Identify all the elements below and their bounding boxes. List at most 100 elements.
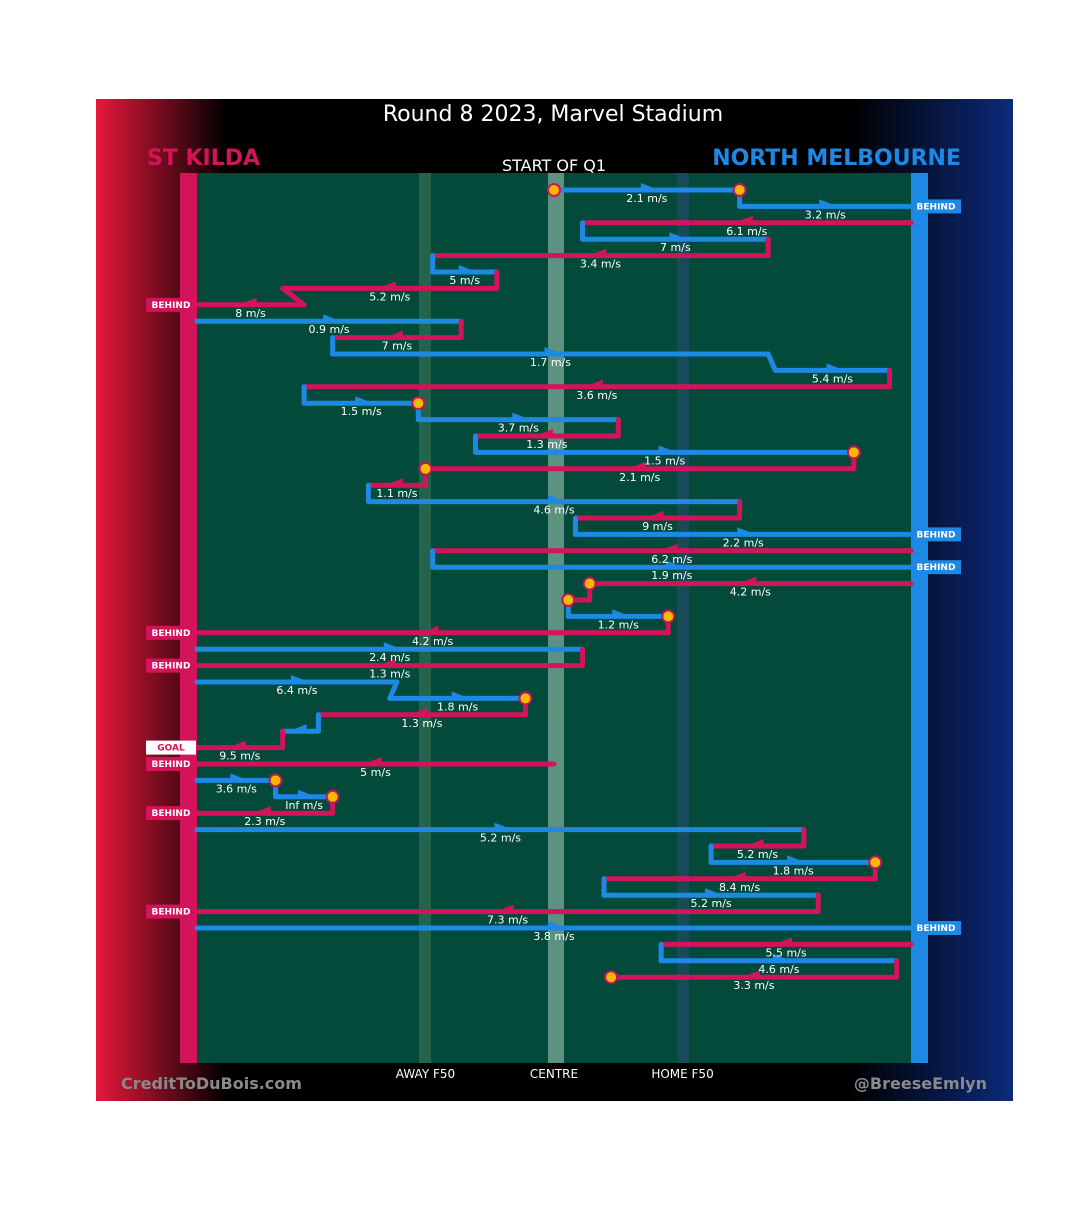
turnover-marker xyxy=(868,855,883,870)
home-f50-line xyxy=(677,173,689,1063)
direction-arrow xyxy=(658,445,677,453)
speed-label: 9.5 m/s xyxy=(219,750,260,763)
behind-badge xyxy=(146,625,196,640)
speed-label: 2.2 m/s xyxy=(723,536,764,549)
behind-badge xyxy=(911,199,961,214)
speed-label: 5.2 m/s xyxy=(737,848,778,861)
behind-badge xyxy=(146,904,196,919)
speed-label: 4.2 m/s xyxy=(412,635,453,648)
speed-label: 4.6 m/s xyxy=(533,504,574,517)
direction-arrow xyxy=(495,904,514,912)
speed-label: 7.3 m/s xyxy=(487,914,528,927)
turnover-marker xyxy=(561,593,576,607)
badge-label: BEHIND xyxy=(152,662,191,672)
direction-arrow xyxy=(787,855,806,863)
direction-arrow xyxy=(252,806,271,814)
speed-label: 9 m/s xyxy=(642,520,673,533)
speed-label: 2.1 m/s xyxy=(626,192,667,205)
badge-label: GOAL xyxy=(157,744,185,754)
direction-arrow xyxy=(826,363,845,371)
badge-label: BEHIND xyxy=(917,563,956,573)
speed-label: 2.4 m/s xyxy=(369,651,410,664)
speed-label: 5.5 m/s xyxy=(765,946,806,959)
speed-label: 5 m/s xyxy=(449,274,480,287)
direction-arrow xyxy=(645,511,664,518)
direction-arrow xyxy=(377,281,396,289)
speed-label: 1.1 m/s xyxy=(376,487,417,500)
direction-arrow xyxy=(548,921,566,928)
speed-label: 5 m/s xyxy=(360,766,391,779)
direction-arrow xyxy=(665,560,684,568)
speed-label: 0.9 m/s xyxy=(309,323,350,336)
left-goal-bar xyxy=(180,173,197,1063)
chart-title: Round 8 2023, Marvel Stadium xyxy=(383,102,723,127)
x-tick-label: AWAY F50 xyxy=(396,1067,455,1081)
speed-label: 7 m/s xyxy=(382,340,413,353)
direction-arrow xyxy=(494,822,513,830)
direction-arrow xyxy=(669,232,688,240)
chain-connector xyxy=(280,285,307,308)
speed-label: 1.5 m/s xyxy=(341,405,382,418)
direction-arrow xyxy=(659,543,678,551)
behind-badge xyxy=(146,658,196,673)
direction-arrow xyxy=(420,625,439,633)
speed-label: 5.2 m/s xyxy=(369,290,410,303)
speed-label: 3.6 m/s xyxy=(576,389,617,402)
speed-label: 2.1 m/s xyxy=(619,471,660,484)
direction-arrow xyxy=(355,396,374,404)
direction-arrow xyxy=(230,773,249,781)
behind-badge xyxy=(146,297,196,312)
footer-handle: @BreeseEmlyn xyxy=(854,1074,987,1093)
left-team-name: ST KILDA xyxy=(147,146,260,171)
turnover-marker xyxy=(661,609,676,624)
badge-label: BEHIND xyxy=(152,908,191,918)
direction-arrow xyxy=(363,757,382,764)
badge-label: BEHIND xyxy=(917,530,956,540)
badge-label: BEHIND xyxy=(152,301,191,311)
speed-label: 3.8 m/s xyxy=(533,930,574,943)
speed-label: 8.4 m/s xyxy=(719,881,760,894)
direction-arrow xyxy=(627,461,646,469)
direction-arrow xyxy=(819,199,838,207)
chain-connector xyxy=(387,679,400,701)
turnover-marker xyxy=(846,445,861,460)
x-axis-ticks: AWAY F50 CENTRE HOME F50 xyxy=(396,1067,714,1081)
behind-badge xyxy=(911,527,961,542)
quarter-label: START OF Q1 xyxy=(502,156,606,175)
turnover-marker xyxy=(518,691,533,706)
speed-label: 1.7 m/s xyxy=(530,356,571,369)
right-goal-bar xyxy=(911,173,928,1063)
turnover-marker xyxy=(604,970,619,985)
badge-label: BEHIND xyxy=(152,760,191,770)
direction-arrow xyxy=(409,707,428,715)
speed-label: 3.3 m/s xyxy=(733,979,774,992)
footer-credit: CreditToDuBois.com xyxy=(121,1074,302,1093)
behind-badge xyxy=(146,806,196,821)
speed-label: 1.3 m/s xyxy=(401,717,442,730)
direction-arrow xyxy=(384,478,403,486)
turnover-marker xyxy=(325,789,340,804)
direction-arrow xyxy=(734,215,753,223)
speed-label: 1.8 m/s xyxy=(773,864,814,877)
speed-label: 1.5 m/s xyxy=(644,454,685,467)
direction-arrow xyxy=(548,494,566,502)
turnover-marker xyxy=(268,773,283,788)
right-team-name: NORTH MELBOURNE xyxy=(712,146,961,171)
speed-label: 6.4 m/s xyxy=(276,684,317,697)
speed-label: Inf m/s xyxy=(285,799,323,812)
badge-label: BEHIND xyxy=(152,629,191,639)
direction-arrow xyxy=(238,297,257,305)
direction-arrow xyxy=(384,330,403,338)
turnover-marker xyxy=(582,576,597,591)
direction-arrow xyxy=(737,527,756,535)
speed-label: 3.4 m/s xyxy=(580,258,621,271)
direction-arrow xyxy=(298,789,317,797)
speed-label: 3.7 m/s xyxy=(498,422,539,435)
speed-label: 3.6 m/s xyxy=(216,782,257,795)
direction-arrow xyxy=(705,888,724,896)
direction-arrow xyxy=(383,642,402,650)
speed-label: 1.3 m/s xyxy=(369,668,410,681)
chain-markers: BEHIND BEHIND BEHIND BEHIND BEHIND BEHIND GOAL… xyxy=(146,183,961,985)
badge-label: BEHIND xyxy=(917,924,956,934)
